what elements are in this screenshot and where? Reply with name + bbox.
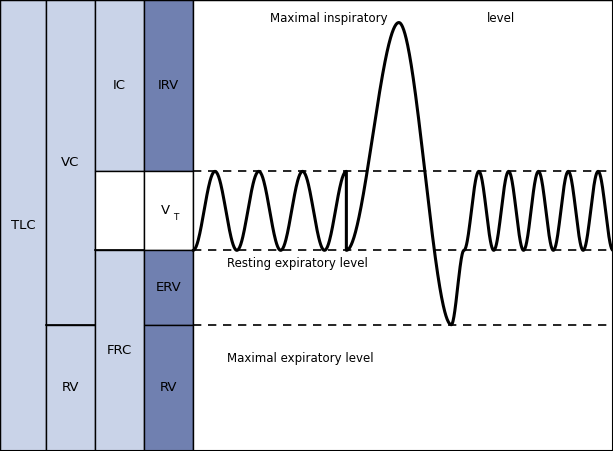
Text: FRC: FRC bbox=[107, 344, 132, 357]
Text: ERV: ERV bbox=[156, 281, 181, 294]
Bar bbox=[144, 250, 193, 325]
Text: T: T bbox=[173, 213, 178, 222]
Text: RV: RV bbox=[160, 382, 177, 394]
Text: Maximal expiratory level: Maximal expiratory level bbox=[227, 352, 373, 365]
Bar bbox=[193, 0, 613, 451]
Text: level: level bbox=[487, 12, 516, 24]
Text: VC: VC bbox=[61, 156, 80, 169]
Bar bbox=[46, 0, 95, 325]
Text: V: V bbox=[161, 204, 170, 217]
Text: IC: IC bbox=[113, 79, 126, 92]
Bar bbox=[95, 0, 144, 171]
Text: IRV: IRV bbox=[158, 79, 179, 92]
Text: Maximal inspiratory: Maximal inspiratory bbox=[270, 12, 387, 24]
Text: Resting expiratory level: Resting expiratory level bbox=[227, 258, 368, 270]
Text: TLC: TLC bbox=[10, 219, 36, 232]
Bar bbox=[0, 0, 46, 451]
Bar bbox=[144, 171, 193, 250]
Bar bbox=[95, 250, 144, 451]
Text: RV: RV bbox=[62, 382, 79, 394]
Bar bbox=[95, 171, 144, 250]
Bar bbox=[144, 325, 193, 451]
Bar bbox=[46, 325, 95, 451]
Bar bbox=[144, 0, 193, 171]
